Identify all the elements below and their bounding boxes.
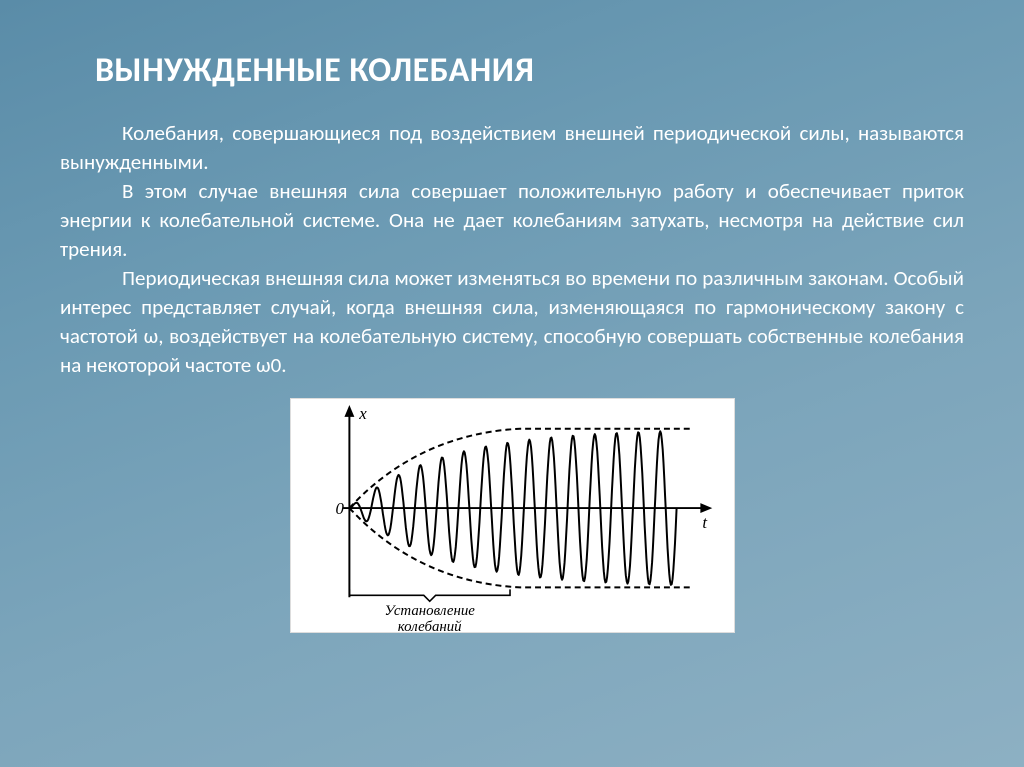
svg-text:0: 0: [335, 499, 344, 518]
svg-text:x: x: [358, 404, 367, 423]
svg-text:t: t: [702, 513, 708, 532]
oscillation-figure: x t 0 Установлениеколебаний: [290, 398, 735, 633]
figure-wrap: x t 0 Установлениеколебаний: [0, 380, 1024, 633]
oscillation-svg: x t 0 Установлениеколебаний: [291, 399, 734, 632]
svg-text:колебаний: колебаний: [397, 619, 461, 632]
paragraph-2: В этом случае внешняя сила совершает пол…: [60, 177, 964, 264]
page-title: ВЫНУЖДЕННЫЕ КОЛЕБАНИЯ: [0, 0, 1024, 91]
svg-text:Установление: Установление: [384, 603, 475, 619]
content-block: Колебания, совершающиеся под воздействие…: [0, 91, 1024, 380]
paragraph-3: Периодическая внешняя сила может изменят…: [60, 264, 964, 380]
paragraph-1: Колебания, совершающиеся под воздействие…: [60, 119, 964, 177]
